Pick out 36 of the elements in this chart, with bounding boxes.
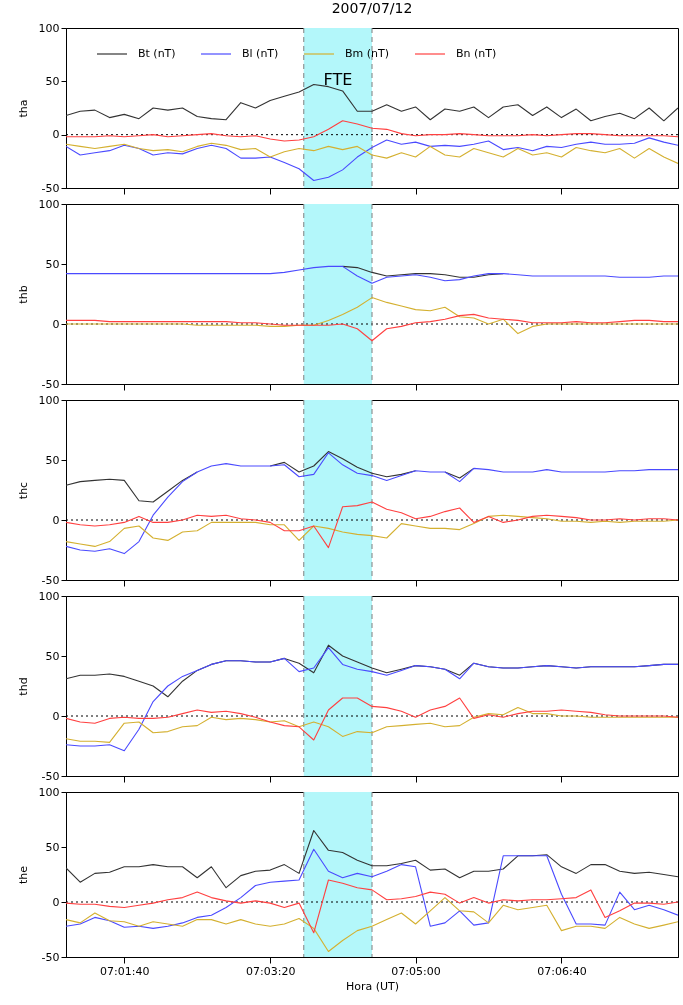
legend-label: Bn (nT) <box>456 47 497 60</box>
legend-label: Bm (nT) <box>345 47 390 60</box>
y-tick-label: 50 <box>45 74 60 88</box>
x-tick-label: 07:03:20 <box>245 964 296 978</box>
y-tick-label: 100 <box>38 589 60 603</box>
y-tick-label: 50 <box>45 257 60 271</box>
y-axis-title: thc <box>16 481 30 500</box>
legend-label: Bl (nT) <box>242 47 279 60</box>
band-label: FTE <box>323 70 353 89</box>
x-tick-label: 07:01:40 <box>100 964 150 978</box>
x-tick-label: 07:06:40 <box>537 964 587 978</box>
y-tick-label: 50 <box>45 840 60 854</box>
x-axis-title: Hora (UT) <box>345 979 400 993</box>
x-tick-label: 07:05:00 <box>391 964 441 978</box>
y-axis-title: thd <box>16 677 30 696</box>
y-axis-title: thb <box>16 285 30 304</box>
legend-label: Bt (nT) <box>138 47 176 60</box>
y-tick-label: -50 <box>41 377 60 391</box>
y-tick-label: 100 <box>38 393 60 407</box>
chart-title: 2007/07/12 <box>331 0 413 16</box>
y-tick-label: -50 <box>41 573 60 587</box>
y-tick-label: 100 <box>38 785 60 799</box>
y-tick-label: -50 <box>41 769 60 783</box>
y-tick-label: 0 <box>52 513 60 527</box>
y-tick-label: 0 <box>52 709 60 723</box>
y-tick-label: -50 <box>41 181 60 195</box>
y-tick-label: 0 <box>52 317 60 331</box>
y-tick-label: 50 <box>45 649 60 663</box>
y-tick-label: 50 <box>45 453 60 467</box>
y-tick-label: 0 <box>52 128 60 142</box>
y-tick-label: 0 <box>52 895 60 909</box>
y-tick-label: 100 <box>38 197 60 211</box>
y-tick-label: -50 <box>41 950 60 964</box>
y-axis-title: tha <box>16 99 30 118</box>
y-axis-title: the <box>16 865 30 885</box>
y-tick-label: 100 <box>38 21 60 35</box>
